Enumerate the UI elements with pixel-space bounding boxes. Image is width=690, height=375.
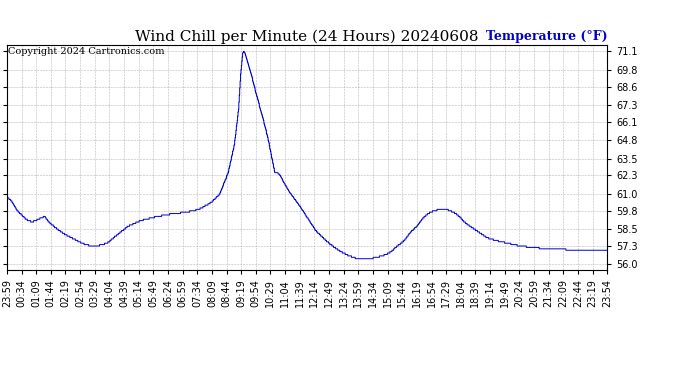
Text: Temperature (°F): Temperature (°F) xyxy=(486,30,607,43)
Text: Copyright 2024 Cartronics.com: Copyright 2024 Cartronics.com xyxy=(8,47,164,56)
Title: Wind Chill per Minute (24 Hours) 20240608: Wind Chill per Minute (24 Hours) 2024060… xyxy=(135,30,479,44)
